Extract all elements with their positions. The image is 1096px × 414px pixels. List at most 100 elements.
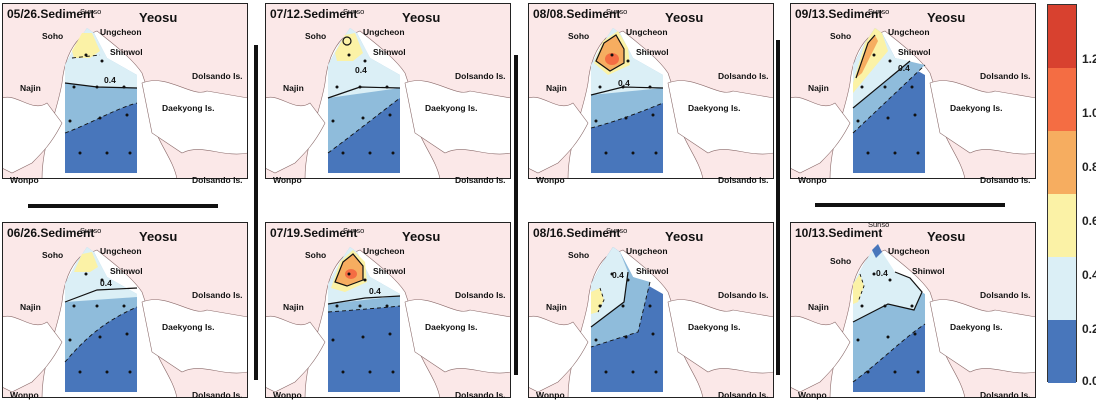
- contour-lines: [327, 253, 401, 313]
- station-dot: [893, 151, 897, 155]
- station-dot: [916, 151, 920, 155]
- place-wonpo: Wonpo: [10, 390, 39, 400]
- station-dot: [860, 85, 864, 89]
- station-markers: [331, 53, 395, 155]
- station-dot: [624, 116, 628, 120]
- station-dot: [598, 85, 602, 89]
- place-sunso: Sunso: [606, 7, 628, 16]
- station-dot: [100, 278, 104, 282]
- place-ungcheon: Ungcheon: [626, 27, 668, 37]
- station-dot: [648, 304, 652, 308]
- place-dolsando-lower: Dolsando Is.: [455, 175, 506, 185]
- concentration-field: [65, 247, 137, 392]
- colorbar-tick: 0.2: [1082, 322, 1096, 336]
- place-shinwol: Shinwol: [636, 47, 669, 57]
- colorbar-tick: 1.0: [1082, 106, 1096, 120]
- contour-label: 0.4: [612, 270, 624, 280]
- station-dot: [910, 85, 914, 89]
- station-dot: [626, 59, 630, 63]
- station-dot: [331, 119, 335, 123]
- place-dolsando-lower: Dolsando Is.: [718, 390, 769, 400]
- place-najin: Najin: [20, 302, 41, 312]
- station-dot: [654, 370, 658, 374]
- map-panel-0913: 09/13.Sediment Yeosu Sunso Soho Ungcheon…: [790, 3, 1036, 185]
- place-soho: Soho: [568, 250, 590, 260]
- colorbar-tick: 0.8: [1082, 160, 1096, 174]
- station-dot: [331, 338, 335, 342]
- station-dot: [335, 85, 339, 89]
- station-dot: [631, 151, 635, 155]
- place-daekyong: Daekyong Is.: [688, 322, 741, 332]
- station-dot: [604, 370, 608, 374]
- place-najin: Najin: [546, 302, 567, 312]
- station-dot: [651, 113, 655, 117]
- contour-lines: [852, 271, 926, 383]
- colorbar-tick: 1.2: [1082, 52, 1096, 66]
- station-dot: [68, 338, 72, 342]
- place-shinwol: Shinwol: [110, 47, 143, 57]
- station-dot: [916, 370, 920, 374]
- place-dolsando-upper: Dolsando Is.: [980, 290, 1031, 300]
- place-daekyong: Daekyong Is.: [162, 322, 215, 332]
- station-dot: [368, 370, 372, 374]
- separator-vertical-2: [514, 55, 518, 375]
- station-dot: [95, 304, 99, 308]
- contour-lines: [64, 287, 138, 363]
- station-dot: [594, 119, 598, 123]
- map-panel-0712: 07/12.Sediment Yeosu Sunso Soho Ungcheon…: [265, 3, 511, 185]
- station-dot: [886, 116, 890, 120]
- station-dot: [621, 304, 625, 308]
- map-canvas: [265, 222, 511, 398]
- city-label: Yeosu: [139, 10, 178, 25]
- station-dot: [385, 85, 389, 89]
- station-markers: [68, 272, 132, 374]
- station-dot: [621, 85, 625, 89]
- place-sunso: Sunso: [868, 220, 890, 229]
- city-label: Yeosu: [402, 10, 441, 25]
- map-canvas: [528, 3, 774, 179]
- station-markers: [331, 272, 395, 374]
- contour-label: 0.4: [355, 65, 367, 75]
- station-dot: [910, 304, 914, 308]
- station-dot: [913, 113, 917, 117]
- station-dot: [604, 151, 608, 155]
- map-panel-0808: 08/08.Sediment Yeosu Sunso Soho Ungcheon…: [528, 3, 774, 185]
- place-sunso: Sunso: [80, 226, 102, 235]
- place-najin: Najin: [808, 83, 829, 93]
- place-wonpo: Wonpo: [798, 175, 827, 185]
- map-panel-0626: 06/26.Sediment Yeosu Sunso Soho Ungcheon…: [2, 222, 248, 400]
- place-shinwol: Shinwol: [373, 266, 406, 276]
- contour-label: 0.4: [100, 278, 112, 288]
- station-dot: [72, 85, 76, 89]
- colorbar-segment-1.0-1.2: [1048, 5, 1076, 68]
- colorbar-segment-0.6-0.8: [1048, 131, 1076, 194]
- panel-title: 07/12.Sediment: [270, 7, 358, 21]
- station-dot: [341, 151, 345, 155]
- concentration-field: [853, 28, 925, 173]
- contour-lines: [590, 271, 651, 348]
- place-dolsando-upper: Dolsando Is.: [980, 71, 1031, 81]
- contour-label: 0.4: [898, 63, 910, 73]
- place-sunso: Sunso: [606, 226, 628, 235]
- contour-label: 0.4: [876, 268, 888, 278]
- station-dot: [95, 85, 99, 89]
- station-dot: [631, 370, 635, 374]
- place-dolsando-lower: Dolsando Is.: [455, 390, 506, 400]
- panel-title: 08/16.Sediment: [533, 226, 621, 240]
- station-dot: [100, 59, 104, 63]
- separator-vertical-3: [776, 40, 780, 375]
- colorbar-segment-0.4-0.6: [1048, 194, 1076, 257]
- contour-label: 0.4: [369, 286, 381, 296]
- place-daekyong: Daekyong Is.: [688, 103, 741, 113]
- station-dot: [856, 338, 860, 342]
- map-canvas: [790, 222, 1036, 398]
- map-canvas: [265, 3, 511, 179]
- station-dot: [361, 335, 365, 339]
- place-soho: Soho: [568, 31, 590, 41]
- place-soho: Soho: [830, 256, 852, 266]
- separator-vertical-1: [254, 45, 258, 380]
- station-markers: [594, 53, 658, 155]
- place-wonpo: Wonpo: [10, 175, 39, 185]
- panel-title: 05/26.Sediment: [7, 7, 95, 21]
- station-dot: [648, 85, 652, 89]
